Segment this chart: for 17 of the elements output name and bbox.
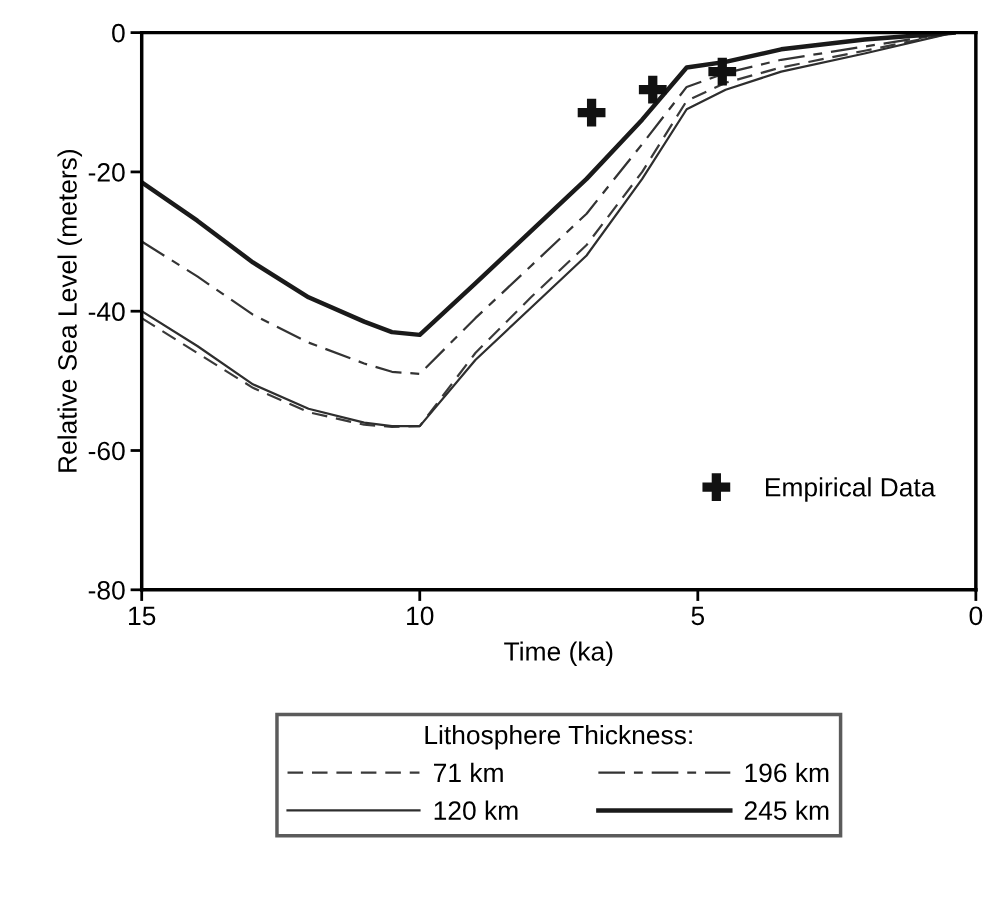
legend-label: 245 km bbox=[744, 800, 829, 820]
x-tick-label: 5 bbox=[691, 606, 705, 626]
y-tick-label: -20 bbox=[88, 163, 125, 182]
legend-label: 71 km bbox=[434, 762, 503, 782]
y-axis-title: Relative Sea Level (meters) bbox=[57, 150, 83, 472]
x-tick-label: 15 bbox=[129, 606, 156, 626]
y-tick-label: -80 bbox=[88, 580, 125, 600]
legend-label: Empirical Data bbox=[766, 477, 936, 502]
legend-label: 196 km bbox=[745, 762, 829, 783]
y-tick-label: -60 bbox=[88, 441, 125, 461]
x-axis-title: Time (ka) bbox=[504, 641, 613, 667]
legend-label: 120 km bbox=[434, 800, 518, 820]
x-tick-label: 0 bbox=[969, 606, 983, 626]
legend-title: Lithosphere Thickness: bbox=[425, 724, 692, 750]
y-tick-label: 0 bbox=[112, 23, 125, 43]
x-tick-label: 10 bbox=[407, 606, 434, 626]
y-tick-label: -40 bbox=[88, 302, 125, 322]
